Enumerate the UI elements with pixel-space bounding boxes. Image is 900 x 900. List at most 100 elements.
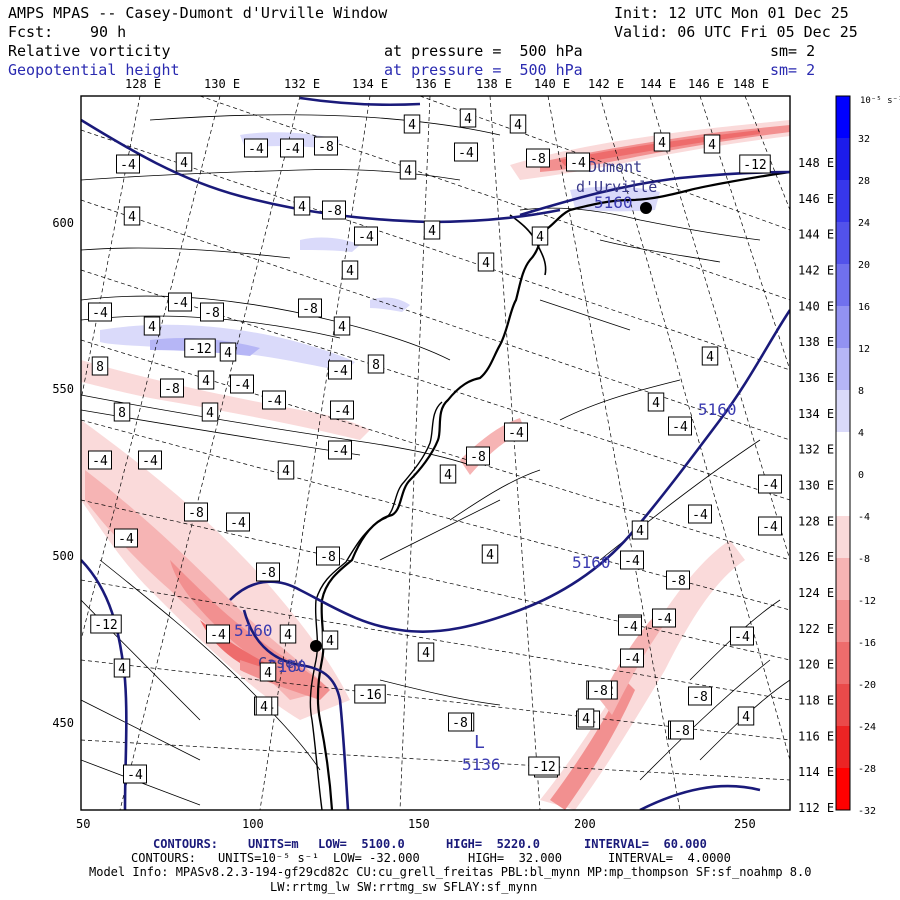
vorticity-label-box bbox=[647, 392, 665, 412]
vorticity-label: -4 bbox=[284, 142, 300, 157]
vorticity-label-box bbox=[200, 302, 224, 322]
vorticity-label-box bbox=[739, 154, 771, 174]
colorbar-swatch bbox=[836, 516, 850, 558]
dumont-durville-station-marker bbox=[640, 202, 652, 214]
y-tick: 550 bbox=[52, 382, 74, 396]
forecast-hour: 90 h bbox=[90, 23, 127, 41]
vorticity-label: -4 bbox=[120, 158, 136, 173]
vorticity-label-box bbox=[354, 226, 378, 246]
vorticity-label-box bbox=[219, 342, 237, 362]
vorticity-label-box bbox=[201, 402, 219, 422]
plot-title: AMPS MPAS -- Casey-Dumont d'Urville Wind… bbox=[8, 4, 388, 22]
right-edge-label: 142 E bbox=[798, 264, 834, 278]
vorticity-label: -4 bbox=[234, 378, 250, 393]
vorticity-label-box bbox=[531, 226, 549, 246]
vorticity-label: -4 bbox=[734, 630, 750, 645]
vorticity-label: -4 bbox=[210, 628, 226, 643]
vorticity-contour-units: UNITS=10⁻⁵ s⁻¹ bbox=[218, 851, 320, 865]
vorticity-label: 4 bbox=[148, 320, 156, 335]
vorticity-label: -4 bbox=[624, 652, 640, 667]
vorticity-label: -4 bbox=[508, 426, 524, 441]
vorticity-label: -4 bbox=[92, 306, 108, 321]
vorticity-label: 4 bbox=[284, 628, 292, 643]
vorticity-label: -4 bbox=[248, 142, 264, 157]
colorbar-swatch bbox=[836, 684, 850, 726]
vorticity-label-box bbox=[730, 626, 754, 646]
vorticity-label-box bbox=[618, 616, 642, 636]
vorticity-label: -12 bbox=[532, 760, 555, 775]
vorticity-label: 4 bbox=[428, 224, 436, 239]
colorbar-unit: 10⁻⁵ s⁻¹ bbox=[860, 96, 900, 106]
graticule bbox=[81, 96, 790, 810]
vorticity-label: -4 bbox=[458, 146, 474, 161]
vorticity-label-box bbox=[688, 504, 712, 524]
x-tick: 100 bbox=[242, 817, 264, 831]
right-edge-label: 122 E bbox=[798, 622, 834, 636]
low-marker: L bbox=[474, 732, 485, 753]
vorticity-label: 4 bbox=[260, 700, 268, 715]
height-label: 5160 bbox=[594, 193, 633, 212]
lon-label: 148 E bbox=[733, 77, 770, 91]
lon-label: 142 E bbox=[588, 77, 625, 91]
vorticity-label-box bbox=[417, 642, 435, 662]
vorticity-label: -8 bbox=[318, 140, 334, 155]
height-contour-label: CONTOURS: bbox=[153, 837, 219, 851]
right-edge-label: 126 E bbox=[798, 550, 834, 564]
vorticity-label-box bbox=[477, 252, 495, 272]
vorticity-label-box bbox=[314, 136, 338, 156]
vorticity-label-box bbox=[588, 680, 612, 700]
vorticity-label: 4 bbox=[706, 350, 714, 365]
right-edge-label: 144 E bbox=[798, 228, 834, 242]
vorticity-label-box bbox=[703, 134, 721, 154]
colorbar-label: 20 bbox=[858, 260, 870, 271]
vorticity-label: 4 bbox=[180, 156, 188, 171]
colorbar-label: -4 bbox=[858, 512, 870, 523]
right-edge-label: 128 E bbox=[798, 514, 834, 528]
colorbar-swatch bbox=[836, 432, 850, 474]
vorticity-label: 4 bbox=[582, 712, 590, 727]
colorbar-swatch bbox=[836, 348, 850, 390]
vorticity-label: 4 bbox=[118, 662, 126, 677]
field-smooth-vorticity: sm= 2 bbox=[770, 42, 816, 60]
vorticity-label: 8 bbox=[118, 406, 126, 421]
vorticity-label: -8 bbox=[164, 382, 180, 397]
x-tick: 50 bbox=[76, 817, 90, 831]
lon-label: 134 E bbox=[352, 77, 389, 91]
colorbar-swatch bbox=[836, 390, 850, 432]
vorticity-label-box bbox=[688, 686, 712, 706]
vorticity-label: -8 bbox=[674, 724, 690, 739]
field-name-height: Geopotential height bbox=[8, 61, 180, 79]
colorbar-label: -20 bbox=[858, 680, 876, 691]
vorticity-label-box bbox=[354, 684, 386, 704]
height-label: 5160 bbox=[268, 657, 307, 676]
vorticity-label-box bbox=[160, 378, 184, 398]
vorticity-label: 8 bbox=[372, 358, 380, 373]
vorticity-label-box bbox=[566, 152, 590, 172]
lon-label: 132 E bbox=[284, 77, 321, 91]
vorticity-label: -8 bbox=[260, 566, 276, 581]
right-edge-labels: 148 E 146 E 144 E 142 E 140 E 138 E 136 E 134 E… bbox=[798, 156, 834, 815]
vorticity-label-box bbox=[620, 550, 644, 570]
vorticity-label-box bbox=[293, 196, 311, 216]
vorticity-label-box bbox=[620, 648, 644, 668]
lon-label: 144 E bbox=[640, 77, 677, 91]
vorticity-label: -4 bbox=[332, 364, 348, 379]
lon-label: 130 E bbox=[204, 77, 241, 91]
vorticity-label-box bbox=[206, 624, 230, 644]
vorticity-label: -4 bbox=[672, 420, 688, 435]
colorbar-label: 28 bbox=[858, 176, 870, 187]
vorticity-label-box bbox=[184, 502, 208, 522]
right-edge-label: 136 E bbox=[798, 371, 834, 385]
vorticity-label: 4 bbox=[514, 118, 522, 133]
vorticity-label-box bbox=[526, 148, 550, 168]
vorticity-label-box bbox=[367, 354, 385, 374]
colorbar-swatch bbox=[836, 222, 850, 264]
y-tick: 450 bbox=[52, 716, 74, 730]
vorticity-label: 4 bbox=[422, 646, 430, 661]
map-layers bbox=[81, 96, 790, 810]
colorbar-label: -24 bbox=[858, 722, 876, 733]
vorticity-label-box bbox=[399, 160, 417, 180]
vorticity-label-box bbox=[230, 374, 254, 394]
x-axis: 50 100 150 200 250 bbox=[76, 817, 756, 831]
height-contour-low: LOW= 5100.0 bbox=[318, 837, 405, 851]
